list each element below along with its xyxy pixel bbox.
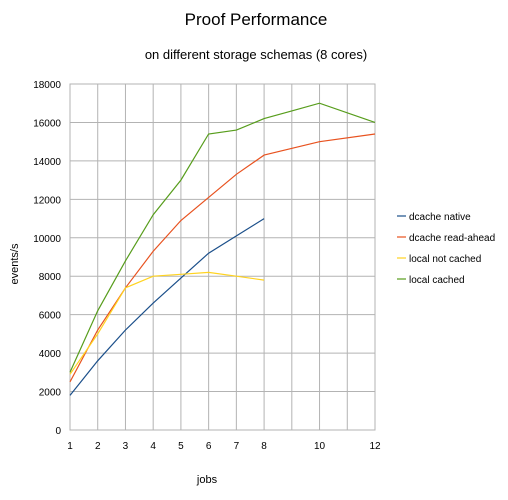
series-line xyxy=(69,271,265,375)
legend-label: local not cached xyxy=(409,254,481,265)
y-tick-label: 12000 xyxy=(33,195,61,206)
y-tick-label: 10000 xyxy=(33,234,61,245)
x-tick-label: 3 xyxy=(123,441,129,452)
y-tick-label: 4000 xyxy=(39,349,62,360)
y-tick-label: 18000 xyxy=(33,80,61,91)
grid xyxy=(70,84,375,430)
x-tick-label: 5 xyxy=(178,441,184,452)
chart-title: Proof Performance xyxy=(185,10,328,29)
axis-ticks: 0 2000 4000 6000 8000 10000 12000 14000 16000 180… xyxy=(33,80,381,452)
series-line xyxy=(69,102,376,373)
y-axis-label: events/s xyxy=(9,243,21,284)
x-tick-label: 7 xyxy=(234,441,240,452)
x-tick-label: 8 xyxy=(261,441,267,452)
legend-label: local cached xyxy=(409,275,465,286)
series-line xyxy=(69,133,376,383)
plot-frame xyxy=(69,83,376,431)
y-tick-label: 16000 xyxy=(33,118,61,129)
y-tick-label: 14000 xyxy=(33,157,61,168)
legend: dcache native dcache read-ahead local not … xyxy=(397,212,495,286)
x-tick-label: 4 xyxy=(150,441,156,452)
x-tick-label: 10 xyxy=(314,441,326,452)
y-tick-label: 6000 xyxy=(39,311,62,322)
x-tick-label: 2 xyxy=(95,441,101,452)
x-tick-label: 12 xyxy=(369,441,381,452)
chart-subtitle: on different storage schemas (8 cores) xyxy=(145,47,367,62)
y-tick-label: 8000 xyxy=(39,272,62,283)
x-axis-label: jobs xyxy=(196,474,218,486)
x-tick-label: 1 xyxy=(67,441,73,452)
series-line xyxy=(69,218,265,396)
legend-label: dcache read-ahead xyxy=(409,233,495,244)
series-lines xyxy=(69,102,376,396)
y-tick-label: 0 xyxy=(55,426,61,437)
legend-label: dcache native xyxy=(409,212,471,223)
y-tick-label: 2000 xyxy=(39,388,62,399)
x-tick-label: 6 xyxy=(206,441,212,452)
